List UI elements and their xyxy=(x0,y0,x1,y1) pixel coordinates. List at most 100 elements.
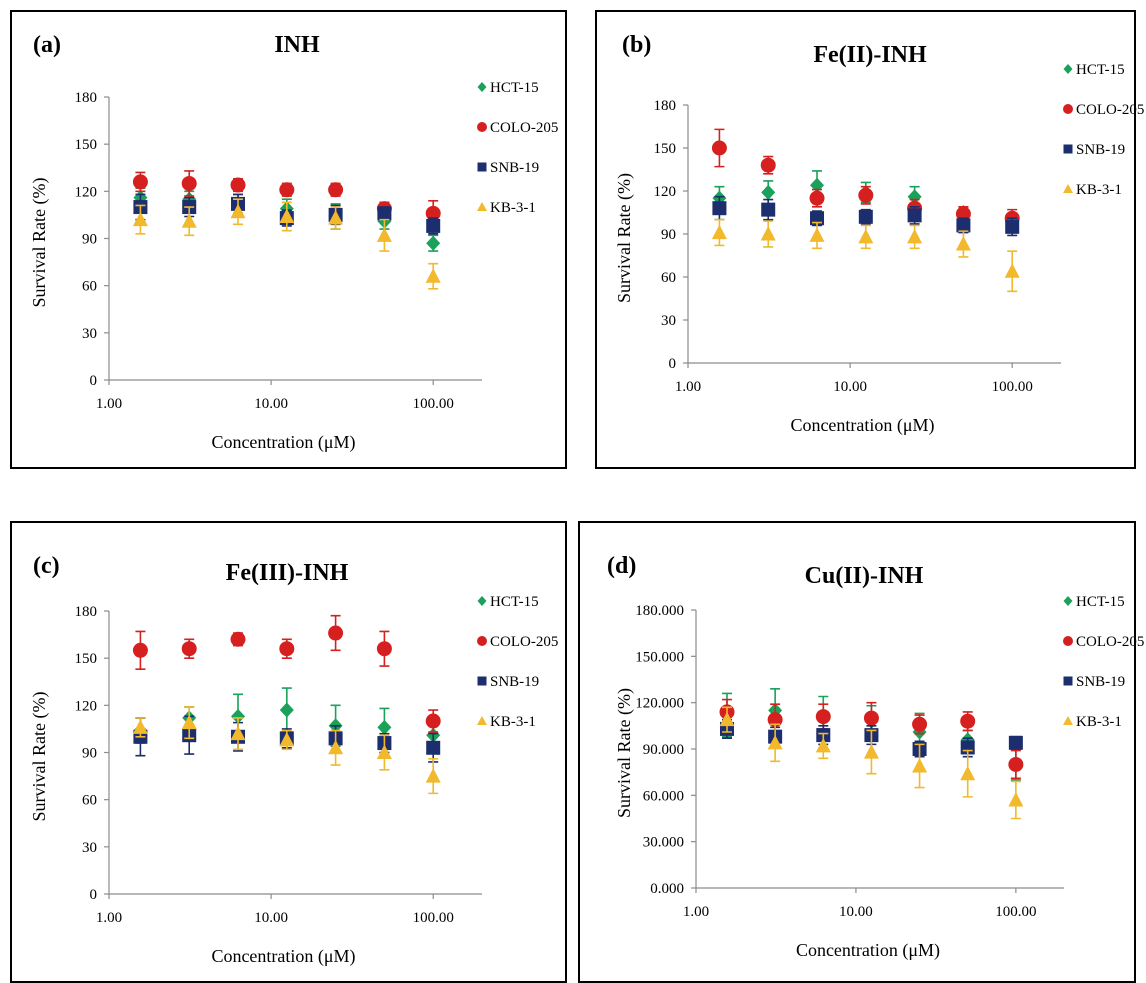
legend-marker xyxy=(1063,104,1073,114)
data-point xyxy=(328,625,344,641)
y-axis-title: Survival Rate (%) xyxy=(29,692,50,822)
y-tick-label: 60 xyxy=(661,270,676,286)
legend-item: SNB-19 xyxy=(1063,674,1125,690)
legend-item: HCT-15 xyxy=(477,80,539,96)
data-point xyxy=(426,740,441,755)
y-tick-label: 90 xyxy=(661,227,676,243)
data-point xyxy=(328,182,344,198)
panel-frame xyxy=(578,521,1136,983)
data-point xyxy=(907,189,922,205)
legend-item: COLO-205 xyxy=(477,120,558,136)
data-point xyxy=(377,719,392,735)
data-point xyxy=(426,218,441,233)
legend-marker xyxy=(1063,64,1073,74)
data-point xyxy=(719,711,735,727)
legend-label: COLO-205 xyxy=(1076,102,1144,118)
x-tick-label: 1.00 xyxy=(675,379,701,395)
data-point xyxy=(230,725,246,741)
data-point xyxy=(912,716,928,732)
legend-item: KB-3-1 xyxy=(477,200,536,216)
y-tick-label: 60.000 xyxy=(643,788,684,804)
series-kb-3-1 xyxy=(132,198,441,290)
data-point xyxy=(425,205,441,221)
legend-item: KB-3-1 xyxy=(1063,714,1122,730)
data-point xyxy=(132,174,148,190)
y-tick-label: 150 xyxy=(75,137,98,153)
chart-svg: 0 30 60 90 120 150 180 1.00 10.00 100.00 Concentra… xyxy=(10,10,567,469)
legend-item: HCT-15 xyxy=(477,594,539,610)
panel-frame xyxy=(10,521,567,983)
data-point xyxy=(1008,791,1024,807)
legend-marker xyxy=(1063,636,1073,646)
data-point xyxy=(376,641,392,657)
data-point xyxy=(858,228,874,244)
y-tick-label: 180.000 xyxy=(635,603,684,619)
legend-label: HCT-15 xyxy=(1076,62,1125,78)
x-tick-label: 10.00 xyxy=(839,904,873,920)
legend-label: SNB-19 xyxy=(1076,142,1125,158)
y-tick-label: 90 xyxy=(82,232,97,248)
x-tick-label: 100.00 xyxy=(413,396,454,412)
data-point xyxy=(230,177,246,193)
y-tick-label: 180 xyxy=(75,90,98,106)
chart-title: Cu(II)-INH xyxy=(805,563,924,589)
y-tick-label: 180 xyxy=(75,604,98,620)
y-tick-label: 90 xyxy=(82,746,97,762)
chart-title: INH xyxy=(274,32,320,58)
data-point xyxy=(181,175,197,191)
legend-marker xyxy=(477,202,487,211)
y-tick-label: 0 xyxy=(669,356,677,372)
legend-item: SNB-19 xyxy=(1063,142,1125,158)
legend-label: HCT-15 xyxy=(490,80,539,96)
chart-panel-b: 0 30 60 90 120 150 180 1.00 10.00 100.00 Concentra… xyxy=(595,10,1144,469)
data-point xyxy=(815,709,831,725)
y-tick-label: 120 xyxy=(654,184,677,200)
data-point xyxy=(328,210,344,225)
chart-svg: 0 30 60 90 120 150 180 1.00 10.00 100.00 Concentra… xyxy=(10,521,567,983)
legend-label: HCT-15 xyxy=(1076,594,1125,610)
data-point xyxy=(767,734,783,750)
data-point xyxy=(711,224,727,240)
y-tick-label: 150 xyxy=(654,141,677,157)
data-point xyxy=(1005,219,1020,234)
x-tick-label: 100.00 xyxy=(413,910,454,926)
x-tick-label: 1.00 xyxy=(683,904,709,920)
y-tick-label: 180 xyxy=(654,98,677,114)
y-tick-label: 90.000 xyxy=(643,742,684,758)
data-point xyxy=(960,713,976,729)
data-point xyxy=(809,190,825,206)
data-point xyxy=(907,208,922,223)
data-point xyxy=(279,641,295,657)
data-point xyxy=(960,765,976,781)
data-point xyxy=(279,182,295,198)
legend-label: SNB-19 xyxy=(490,160,539,176)
panel-letter: (a) xyxy=(33,32,61,58)
chart-title: Fe(II)-INH xyxy=(813,42,927,68)
chart-panel-c: 0 30 60 90 120 150 180 1.00 10.00 100.00 Concentra… xyxy=(10,521,567,983)
data-point xyxy=(181,213,197,228)
legend-label: KB-3-1 xyxy=(490,714,536,730)
legend-marker xyxy=(1063,596,1073,606)
legend-label: KB-3-1 xyxy=(490,200,536,216)
data-point xyxy=(231,708,246,724)
panel-letter: (c) xyxy=(33,553,60,579)
chart-svg: 0 30 60 90 120 150 180 1.00 10.00 100.00 Concentra… xyxy=(595,10,1144,469)
data-point xyxy=(328,739,344,755)
data-point xyxy=(279,208,295,223)
x-axis-title: Concentration (μM) xyxy=(796,940,940,961)
series-kb-3-1 xyxy=(132,706,441,795)
legend-marker xyxy=(477,162,487,172)
data-point xyxy=(377,206,392,221)
legend-marker xyxy=(477,122,487,132)
legend-marker xyxy=(1063,184,1073,193)
legend-label: COLO-205 xyxy=(1076,634,1144,650)
y-axis-title: Survival Rate (%) xyxy=(614,173,635,303)
panel-letter: (d) xyxy=(607,553,636,579)
data-point xyxy=(761,202,776,217)
data-point xyxy=(279,731,295,747)
legend-marker xyxy=(1063,144,1073,154)
y-tick-label: 0 xyxy=(90,373,98,389)
data-point xyxy=(863,744,879,759)
y-tick-label: 30 xyxy=(82,326,97,342)
legend-label: COLO-205 xyxy=(490,634,558,650)
